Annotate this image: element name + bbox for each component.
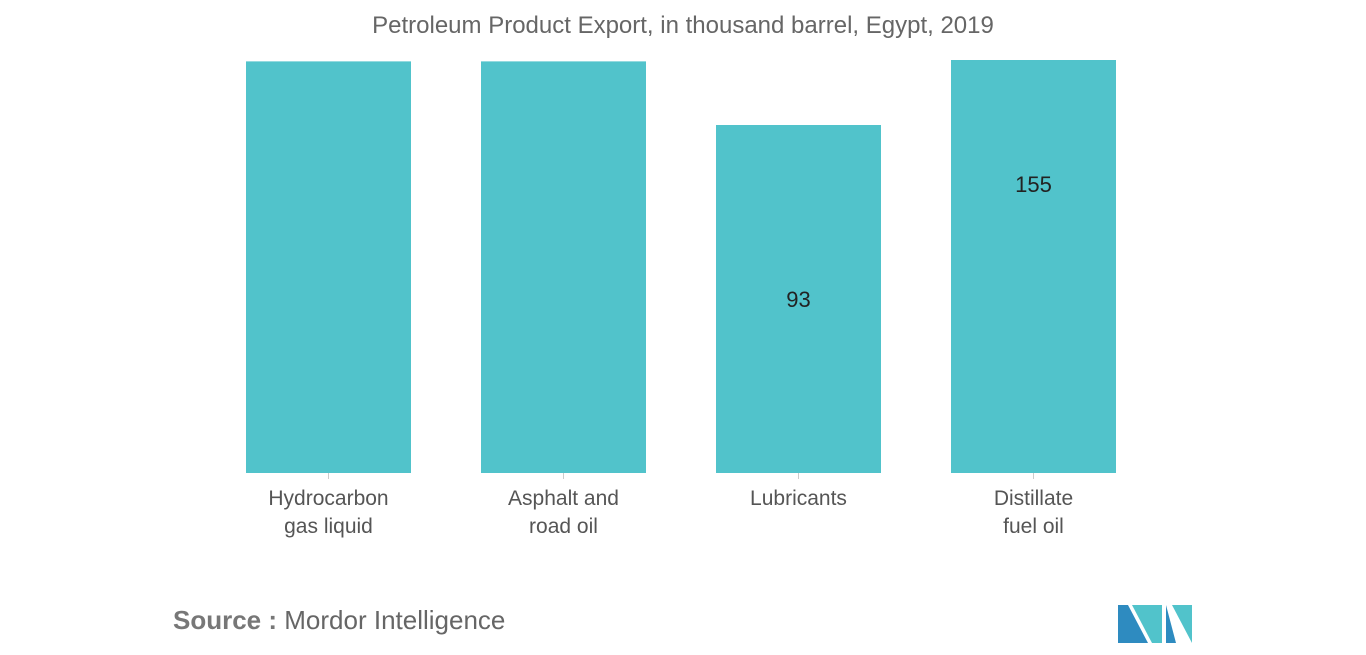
labels-group: Hydrocarbon gas liquid Asphalt and road oil… — [268, 172, 1073, 538]
bar-1 — [481, 61, 646, 474]
bar-0 — [246, 61, 411, 474]
bar-value-label-3: 155 — [1015, 172, 1052, 197]
category-label-1-0: Asphalt and — [508, 487, 619, 510]
bar-2 — [716, 125, 881, 473]
chart-title: Petroleum Product Export, in thousand ba… — [372, 12, 994, 39]
category-label-3-0: Distillate — [994, 487, 1073, 510]
bar-value-label-2: 93 — [786, 287, 810, 312]
source-note: Source : Mordor Intelligence — [173, 605, 505, 636]
category-label-1-1: road oil — [529, 515, 598, 538]
bar-chart: Hydrocarbon gas liquid Asphalt and road oil… — [246, 60, 1116, 538]
mordor-intelligence-logo-icon — [1118, 605, 1192, 643]
bar-3 — [951, 60, 1116, 473]
bars-group — [246, 60, 1116, 474]
category-label-3-1: fuel oil — [1003, 515, 1064, 538]
source-text: Mordor Intelligence — [284, 605, 506, 635]
source-prefix: Source : — [173, 605, 278, 635]
category-label-0-1: gas liquid — [284, 515, 373, 538]
category-label-2-0: Lubricants — [750, 487, 847, 510]
category-label-0-0: Hydrocarbon — [268, 487, 388, 510]
